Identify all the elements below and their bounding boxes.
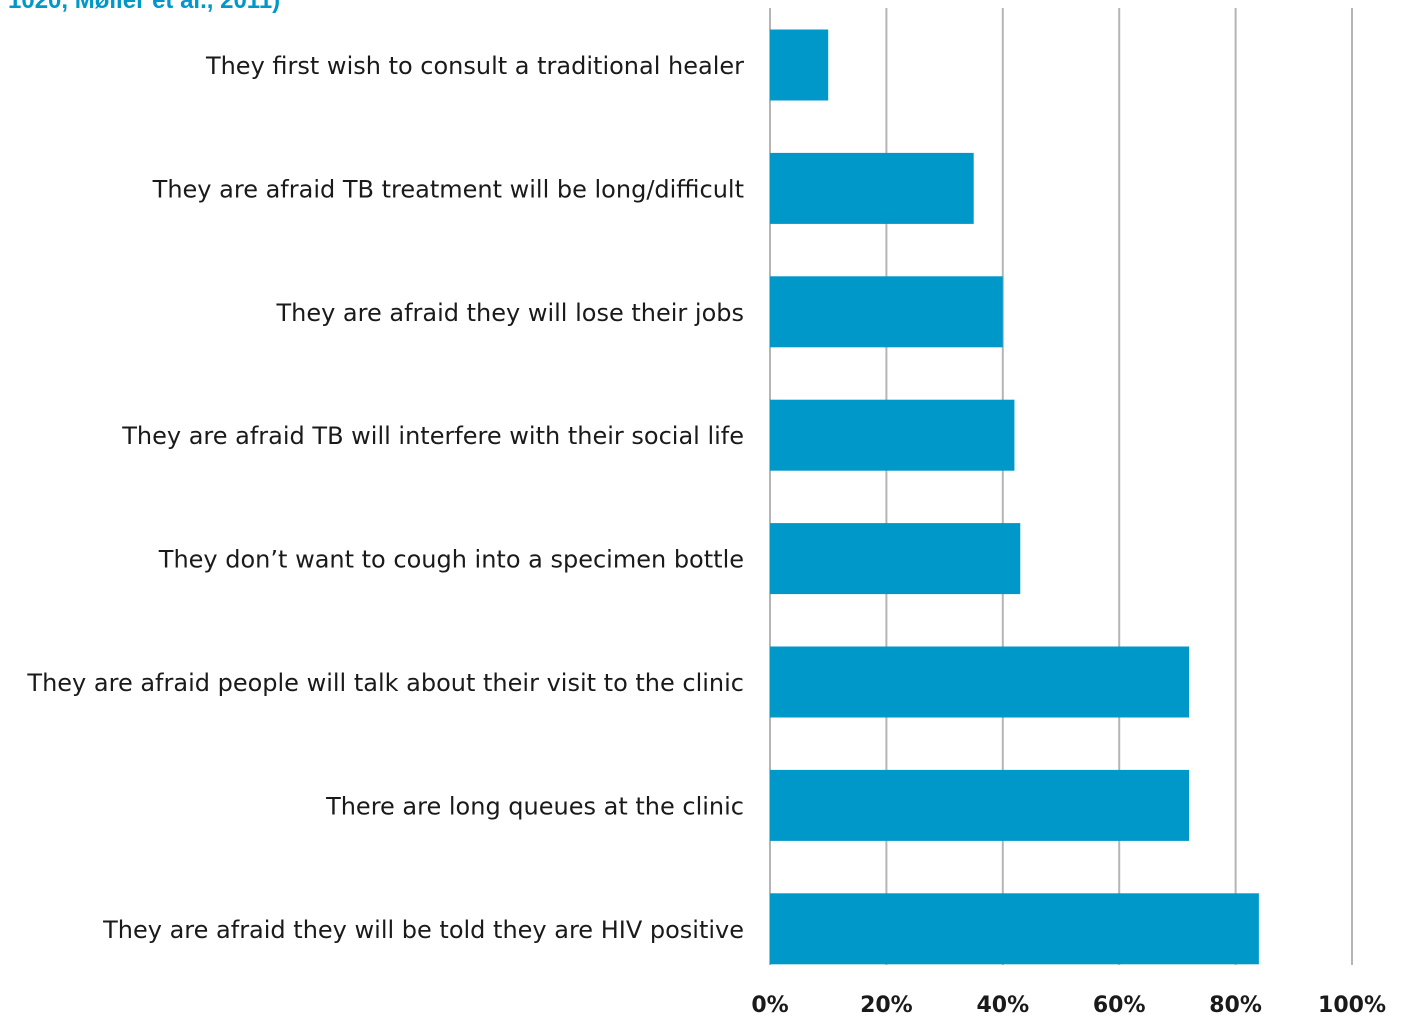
x-tick-label: 20% [860, 993, 913, 1018]
category-label: They don’t want to cough into a specimen… [158, 546, 744, 574]
bar [770, 646, 1190, 718]
category-label: They first wish to consult a traditional… [205, 52, 744, 80]
bar [770, 29, 829, 101]
category-label: They are afraid people will talk about t… [26, 669, 744, 697]
category-labels: They first wish to consult a traditional… [26, 52, 744, 944]
bar [770, 276, 1003, 348]
bar [770, 152, 974, 224]
category-label: There are long queues at the clinic [325, 792, 744, 820]
bars [770, 29, 1259, 965]
category-label: They are afraid TB treatment will be lon… [152, 175, 744, 203]
category-label: They are afraid TB will interfere with t… [121, 422, 744, 450]
x-tick-label: 100% [1318, 993, 1386, 1018]
x-tick-label: 40% [976, 993, 1029, 1018]
bar [770, 523, 1021, 595]
x-tick-label: 80% [1209, 993, 1262, 1018]
chart-title: 1020, Møller et al., 2011) [8, 0, 280, 14]
x-tick-label: 60% [1093, 993, 1146, 1018]
bar [770, 399, 1015, 471]
x-tick-label: 0% [751, 993, 788, 1018]
category-label: They are afraid they will lose their job… [275, 299, 744, 327]
bar [770, 769, 1190, 841]
bar [770, 893, 1259, 965]
category-label: They are afraid they will be told they a… [102, 916, 744, 944]
x-axis-tick-labels: 0% 20% 40% 60% 80% 100% [751, 993, 1386, 1018]
